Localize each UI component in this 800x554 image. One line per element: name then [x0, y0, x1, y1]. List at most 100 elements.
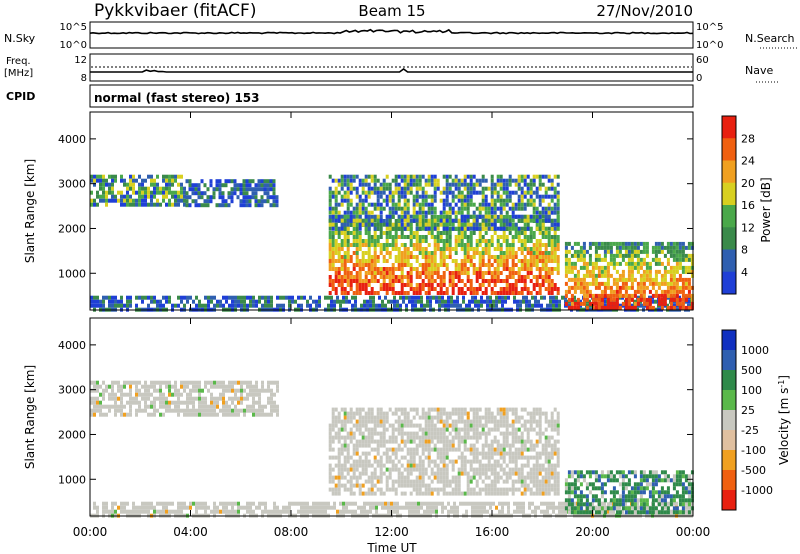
scatter-cell — [408, 295, 411, 300]
scatter-cell — [391, 243, 395, 247]
scatter-cell — [204, 396, 207, 401]
scatter-cell — [511, 271, 515, 275]
scatter-cell — [391, 263, 395, 267]
scatter-cell — [547, 178, 551, 183]
scatter-cell — [457, 218, 461, 223]
scatter-cell — [364, 178, 368, 183]
scatter-cell — [451, 206, 455, 211]
scatter-cell — [400, 447, 404, 452]
scatter-cell — [612, 241, 616, 246]
scatter-cell — [538, 219, 542, 223]
scatter-cell — [558, 303, 561, 308]
scatter-cell — [391, 226, 395, 231]
scatter-cell — [678, 245, 682, 250]
scatter-cell — [426, 501, 429, 506]
scatter-cell — [588, 257, 592, 262]
scatter-cell — [654, 261, 658, 266]
scatter-cell — [442, 222, 446, 227]
scatter-cell — [373, 431, 377, 436]
scatter-cell — [207, 380, 210, 385]
scatter-cell — [249, 392, 252, 397]
scatter-cell — [331, 411, 335, 416]
scatter-cell — [373, 267, 377, 271]
scatter-cell — [418, 178, 422, 183]
scatter-cell — [345, 501, 348, 506]
scatter-cell — [660, 281, 664, 286]
scatter-cell — [258, 501, 261, 506]
scatter-cell — [333, 501, 336, 506]
scatter-cell — [240, 396, 243, 401]
scatter-cell — [406, 471, 410, 476]
scatter-cell — [481, 275, 485, 279]
scatter-cell — [540, 295, 543, 300]
scatter-cell — [135, 303, 138, 308]
scatter-cell — [538, 210, 542, 215]
scatter-cell — [538, 194, 542, 199]
scatter-cell — [427, 463, 431, 468]
scatter-cell — [334, 271, 338, 275]
scatter-cell — [242, 199, 246, 204]
scatter-cell — [328, 186, 332, 191]
scatter-cell — [198, 303, 201, 308]
scatter-cell — [216, 380, 219, 385]
scatter-cell — [144, 295, 147, 300]
scatter-cell — [457, 263, 461, 267]
scatter-cell — [624, 261, 628, 266]
scatter-cell — [499, 259, 503, 263]
scatter-cell — [657, 301, 661, 306]
scatter-cell — [120, 412, 123, 417]
colorbar-swatch — [722, 249, 736, 273]
scatter-cell — [216, 412, 219, 417]
scatter-cell — [388, 423, 392, 428]
scatter-cell — [421, 226, 425, 231]
scatter-cell — [609, 301, 613, 306]
scatter-cell — [550, 291, 554, 295]
scatter-cell — [177, 182, 180, 187]
scatter-cell — [421, 471, 425, 476]
scatter-cell — [331, 491, 335, 496]
scatter-cell — [433, 206, 437, 211]
scatter-cell — [331, 214, 335, 219]
scatter-cell — [460, 231, 464, 235]
scatter-cell — [120, 501, 123, 506]
scatter-cell — [337, 431, 341, 436]
scatter-cell — [474, 295, 477, 300]
scatter-cell — [236, 187, 240, 192]
scatter-cell — [219, 303, 222, 308]
scatter-cell — [435, 505, 438, 510]
scatter-cell — [553, 255, 557, 259]
scatter-cell — [529, 239, 533, 243]
scatter-cell — [532, 190, 536, 195]
scatter-cell — [412, 194, 416, 199]
scatter-cell — [496, 243, 500, 247]
scatter-cell — [349, 479, 353, 484]
scatter-cell — [144, 198, 147, 203]
scatter-cell — [451, 259, 455, 263]
scatter-cell — [376, 459, 380, 464]
scatter-cell — [382, 186, 386, 191]
scatter-cell — [538, 259, 542, 263]
scatter-cell — [346, 226, 350, 231]
scatter-cell — [630, 249, 634, 254]
scatter-cell — [466, 182, 470, 187]
scatter-cell — [346, 451, 350, 456]
scatter-cell — [231, 384, 234, 389]
scatter-cell — [363, 509, 366, 514]
scatter-cell — [460, 178, 464, 183]
scatter-cell — [507, 505, 510, 510]
scatter-cell — [594, 257, 598, 262]
scatter-cell — [519, 505, 522, 510]
scatter-cell — [573, 501, 576, 506]
scatter-cell — [550, 243, 554, 247]
scatter-cell — [129, 392, 132, 397]
scatter-cell — [373, 423, 377, 428]
scatter-cell — [502, 198, 506, 203]
scatter-cell — [579, 299, 582, 304]
scatter-cell — [331, 243, 335, 247]
scatter-cell — [478, 239, 482, 243]
scatter-cell — [117, 299, 120, 304]
scatter-cell — [457, 279, 461, 283]
scatter-cell — [400, 491, 404, 496]
scatter-cell — [90, 202, 93, 207]
scatter-cell — [633, 249, 637, 254]
